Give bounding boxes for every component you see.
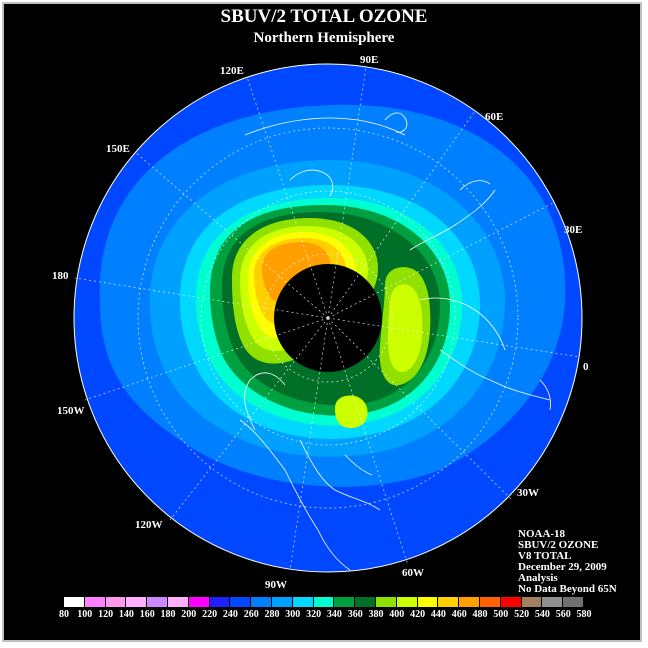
lon-label-0: 0 xyxy=(583,361,589,373)
info-note: No Data Beyond 65N xyxy=(518,583,617,595)
colorbar-tick-label: 560 xyxy=(555,609,571,620)
colorbar-swatch xyxy=(500,597,522,607)
colorbar-swatch xyxy=(209,597,231,607)
info-date: December 29, 2009 xyxy=(518,561,607,573)
colorbar-swatch xyxy=(459,597,480,607)
colorbar-tick-label: 120 xyxy=(98,609,114,620)
colorbar-tick-label: 180 xyxy=(160,609,176,620)
colorbar-swatch xyxy=(521,597,543,607)
ozone-band-460-west xyxy=(262,242,330,303)
colorbar-swatch xyxy=(479,597,501,607)
colorbar xyxy=(64,597,584,607)
colorbar-swatch xyxy=(84,597,106,607)
map-boundary xyxy=(73,63,583,573)
colorbar-tick-label: 220 xyxy=(202,609,218,620)
colorbar-swatch xyxy=(334,597,356,607)
colorbar-swatch xyxy=(292,597,314,607)
lon-label-60w: 60W xyxy=(402,567,424,579)
ozone-band-400-atlantic xyxy=(335,395,368,428)
colorbar-swatch xyxy=(563,597,584,607)
colorbar-swatch xyxy=(313,597,335,607)
colorbar-swatch xyxy=(105,597,127,607)
colorbar-swatch xyxy=(126,597,148,607)
colorbar-swatch xyxy=(251,597,272,607)
colorbar-tick-label: 380 xyxy=(368,609,384,620)
colorbar-swatch xyxy=(396,597,418,607)
lon-label-30w: 30W xyxy=(517,487,539,499)
colorbar-tick-label: 100 xyxy=(77,609,93,620)
map-title: SBUV/2 TOTAL OZONE xyxy=(220,6,428,27)
colorbar-tick-label: 440 xyxy=(430,609,446,620)
lon-label-120w: 120W xyxy=(135,519,163,531)
colorbar-swatch xyxy=(230,597,252,607)
colorbar-tick-label: 520 xyxy=(514,609,530,620)
lon-label-90w: 90W xyxy=(265,579,287,591)
colorbar-tick-label: 320 xyxy=(306,609,322,620)
info-version: V8 TOTAL xyxy=(518,550,572,562)
colorbar-tick-label: 400 xyxy=(389,609,405,620)
info-product: SBUV/2 OZONE xyxy=(518,539,599,551)
info-type: Analysis xyxy=(518,572,558,584)
colorbar-tick-label: 460 xyxy=(451,609,467,620)
colorbar-tick-label: 80 xyxy=(59,609,69,620)
colorbar-swatch xyxy=(355,597,376,607)
colorbar-swatch xyxy=(417,597,439,607)
colorbar-swatch xyxy=(438,597,460,607)
colorbar-tick-label: 360 xyxy=(347,609,363,620)
colorbar-tick-label: 200 xyxy=(181,609,197,620)
colorbar-tick-label: 280 xyxy=(264,609,280,620)
colorbar-tick-label: 260 xyxy=(243,609,259,620)
lon-label-120e: 120E xyxy=(220,65,244,77)
lon-label-60e: 60E xyxy=(485,111,503,123)
info-block: NOAA-18 SBUV/2 OZONE V8 TOTAL December 2… xyxy=(518,529,617,595)
colorbar-tick-label: 160 xyxy=(139,609,155,620)
colorbar-tick-label: 340 xyxy=(326,609,342,620)
colorbar-swatch xyxy=(542,597,564,607)
map-subtitle: Northern Hemisphere xyxy=(253,30,395,46)
lon-label-30e: 30E xyxy=(564,224,582,236)
ozone-band-400-east xyxy=(388,284,423,372)
colorbar-labels: 80 100 120 140 160 180 200 220 240 260 280 300 320 34… xyxy=(0,609,648,623)
colorbar-tick-label: 480 xyxy=(472,609,488,620)
lon-label-180: 180 xyxy=(52,270,69,282)
colorbar-tick-label: 140 xyxy=(118,609,134,620)
colorbar-tick-label: 580 xyxy=(576,609,592,620)
longitude-labels: 90E 60E 30E 0 30W 60W 90W 120W 150W 180 … xyxy=(52,54,589,591)
colorbar-tick-label: 240 xyxy=(222,609,238,620)
colorbar-swatch xyxy=(375,597,397,607)
colorbar-swatch xyxy=(188,597,210,607)
lon-label-150w: 150W xyxy=(57,405,85,417)
colorbar-tick-label: 540 xyxy=(534,609,550,620)
ozone-field xyxy=(74,64,582,572)
colorbar-swatch xyxy=(167,597,189,607)
colorbar-tick-label: 500 xyxy=(493,609,509,620)
colorbar-swatch xyxy=(64,597,85,607)
colorbar-tick-label: 420 xyxy=(410,609,426,620)
info-satellite: NOAA-18 xyxy=(518,528,566,540)
colorbar-swatch xyxy=(271,597,293,607)
lon-label-90e: 90E xyxy=(360,54,378,66)
lon-label-150e: 150E xyxy=(106,143,130,155)
graticule xyxy=(74,66,581,571)
coastlines xyxy=(239,112,551,571)
colorbar-swatch xyxy=(147,597,168,607)
colorbar-tick-label: 300 xyxy=(285,609,301,620)
